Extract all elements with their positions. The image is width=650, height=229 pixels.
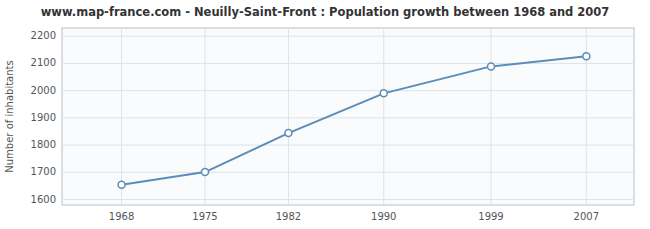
chart-svg: 1600 1700 1800 1900 2000 2100 2200 1968 1975 1982…: [0, 0, 650, 229]
y-grid-line: [62, 199, 634, 200]
plot-frame: [62, 28, 634, 205]
grid: [62, 28, 634, 205]
y-grid-line: [62, 36, 634, 37]
x-grid-line: [288, 28, 289, 205]
y-axis-label: Number of inhabitants: [4, 60, 15, 172]
x-tick-label: 2007: [574, 211, 599, 222]
data-point: [285, 130, 292, 137]
y-tick-label: 1800: [31, 139, 56, 150]
y-tick-label: 1600: [31, 194, 56, 205]
y-grid-line: [62, 145, 634, 146]
data-point: [583, 53, 590, 60]
x-grid-line: [205, 28, 206, 205]
y-tick-label: 2100: [31, 57, 56, 68]
y-grid-line: [62, 172, 634, 173]
data-point: [380, 90, 387, 97]
x-tick-label: 1982: [276, 211, 301, 222]
chart-title: www.map-france.com - Neuilly-Saint-Front…: [41, 5, 610, 19]
population-line: [122, 56, 587, 185]
x-tick-label: 1968: [109, 211, 134, 222]
x-grid-line: [491, 28, 492, 205]
x-tick-label: 1975: [192, 211, 217, 222]
y-tick-label: 1900: [31, 112, 56, 123]
x-grid-line: [383, 28, 384, 205]
y-grid-line: [62, 90, 634, 91]
chart-container: 1600 1700 1800 1900 2000 2100 2200 1968 1975 1982…: [0, 0, 650, 229]
y-tick-label: 1700: [31, 166, 56, 177]
x-tick-label: 1990: [371, 211, 396, 222]
data-point: [202, 169, 209, 176]
y-tick-label: 2000: [31, 85, 56, 96]
x-tick-label: 1999: [478, 211, 503, 222]
data-point: [488, 63, 495, 70]
data-group: [118, 53, 590, 189]
x-grid-line: [121, 28, 122, 205]
y-grid-line: [62, 63, 634, 64]
y-tick-label: 2200: [31, 30, 56, 41]
data-point: [118, 181, 125, 188]
y-grid-line: [62, 117, 634, 118]
